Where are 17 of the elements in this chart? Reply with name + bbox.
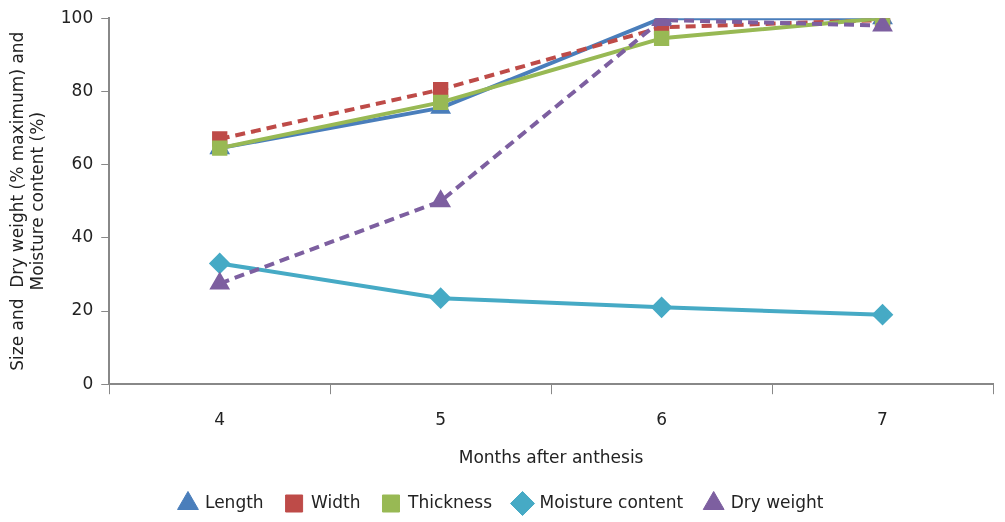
y-axis-title: Size and Dry weight (% maximum) and Moisture content (%): [6, 31, 48, 371]
legend-label: Width: [311, 491, 361, 512]
legend-label: Length: [204, 491, 264, 512]
y-tick-label: 20: [71, 299, 94, 320]
legend-label: Moisture content: [539, 491, 684, 512]
x-tick-label: 6: [656, 408, 668, 429]
y-tick-label: 0: [82, 372, 94, 393]
y-tick-label: 100: [60, 6, 94, 27]
y-tick-label: 60: [71, 153, 94, 174]
x-axis-title: Months after anthesis: [458, 447, 644, 468]
x-tick-label: 7: [877, 408, 888, 429]
x-tick-label: 4: [214, 408, 226, 429]
legend-label: Thickness: [407, 491, 493, 512]
x-tick-label: 5: [435, 408, 447, 429]
y-tick-label: 80: [71, 79, 94, 100]
legend-label: Dry weight: [730, 491, 824, 512]
y-tick-label: 40: [71, 226, 94, 247]
